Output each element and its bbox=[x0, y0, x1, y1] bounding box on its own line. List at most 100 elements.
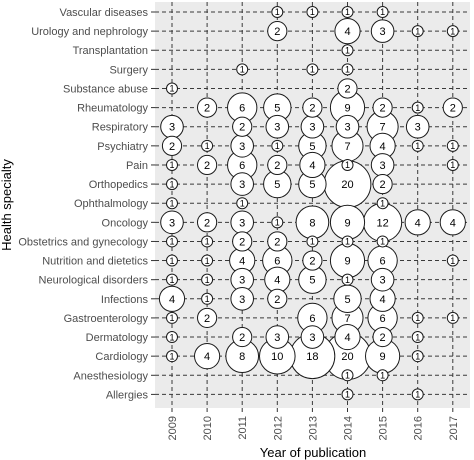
bubble bbox=[197, 97, 218, 118]
bubble bbox=[236, 63, 249, 76]
bubble-label: 2 bbox=[204, 103, 210, 115]
bubble-label: 2 bbox=[380, 103, 386, 115]
y-tick-label: Nutrition and dietetics bbox=[42, 256, 148, 268]
bubble bbox=[166, 178, 178, 191]
bubble-label: 6 bbox=[309, 313, 315, 325]
bubble bbox=[265, 325, 290, 349]
bubble-label: 2 bbox=[309, 256, 315, 268]
bubble-label: 3 bbox=[169, 217, 175, 229]
bubble bbox=[341, 6, 354, 18]
bubble-label: 1 bbox=[415, 313, 420, 323]
bubble-label: 1 bbox=[169, 237, 174, 247]
bubble-label: 1 bbox=[345, 65, 350, 75]
bubble-label: 1 bbox=[169, 332, 174, 342]
bubble bbox=[341, 388, 354, 401]
bubble bbox=[411, 311, 424, 324]
bubble-label: 3 bbox=[239, 141, 245, 153]
bubble bbox=[300, 325, 325, 349]
bubble-label: 4 bbox=[415, 217, 421, 229]
bubble bbox=[335, 114, 360, 139]
y-tick-label: Respiratory bbox=[92, 122, 149, 134]
bubble-label: 5 bbox=[309, 141, 315, 153]
bubble-label: 3 bbox=[380, 160, 386, 172]
y-tick-label: Urology and nephrology bbox=[31, 26, 148, 38]
bubble-label: 1 bbox=[415, 390, 420, 400]
bubble-label: 1 bbox=[205, 237, 210, 247]
bubble-label: 1 bbox=[310, 237, 315, 247]
bubble-label: 6 bbox=[380, 313, 386, 325]
bubble bbox=[232, 231, 253, 252]
bubble-label: 4 bbox=[204, 351, 210, 363]
bubble bbox=[442, 97, 463, 118]
bubble bbox=[193, 343, 221, 370]
bubble-label: 1 bbox=[345, 7, 350, 17]
x-tick-label: 2011 bbox=[237, 416, 249, 440]
bubble-label: 2 bbox=[204, 217, 210, 229]
bubble bbox=[201, 254, 214, 267]
bubble bbox=[341, 158, 354, 171]
bubble-label: 8 bbox=[309, 217, 315, 229]
bubble bbox=[201, 235, 214, 248]
bubble-label: 1 bbox=[169, 256, 174, 266]
bubble-label: 1 bbox=[415, 351, 420, 361]
bubble-label: 1 bbox=[169, 351, 174, 361]
bubble-label: 1 bbox=[169, 198, 174, 208]
bubble bbox=[267, 154, 288, 176]
bubble-label: 1 bbox=[380, 371, 385, 381]
bubble-label: 4 bbox=[344, 26, 350, 38]
bubble bbox=[439, 209, 466, 236]
x-tick-label: 2010 bbox=[202, 416, 214, 440]
y-tick-label: Surgery bbox=[109, 64, 148, 76]
bubble-label: 2 bbox=[274, 236, 280, 248]
x-tick-label: 2015 bbox=[378, 416, 390, 440]
y-tick-label: Pain bbox=[126, 160, 148, 172]
bubble-label: 1 bbox=[345, 371, 350, 381]
bubble-label: 9 bbox=[344, 256, 350, 268]
bubble-label: 6 bbox=[380, 256, 386, 268]
bubble bbox=[376, 197, 389, 210]
x-axis-title: Year of publication bbox=[260, 445, 367, 460]
y-tick-label: Obstetrics and gynecology bbox=[18, 236, 148, 248]
bubble-label: 1 bbox=[345, 237, 350, 247]
bubble bbox=[267, 231, 288, 252]
bubble bbox=[271, 6, 284, 18]
bubble-label: 1 bbox=[450, 313, 455, 323]
bubble bbox=[306, 63, 319, 76]
bubble-label: 5 bbox=[274, 103, 280, 115]
bubble-label: 6 bbox=[274, 256, 280, 268]
bubble bbox=[267, 288, 288, 309]
bubble-label: 1 bbox=[169, 160, 174, 170]
x-tick-label: 2012 bbox=[272, 416, 284, 440]
bubble-label: 1 bbox=[169, 313, 174, 323]
bubble-label: 5 bbox=[274, 179, 280, 191]
bubble-label: 18 bbox=[306, 351, 318, 363]
bubble-label: 1 bbox=[205, 141, 210, 151]
bubble-label: 4 bbox=[380, 141, 386, 153]
bubble-label: 1 bbox=[240, 65, 245, 75]
bubble bbox=[446, 25, 459, 38]
bubble-label: 3 bbox=[274, 122, 280, 134]
bubble-label: 12 bbox=[376, 217, 388, 229]
bubble-label: 1 bbox=[415, 26, 420, 36]
bubble bbox=[341, 369, 354, 382]
bubble bbox=[158, 285, 186, 312]
bubble-label: 7 bbox=[344, 141, 350, 153]
bubble-label: 2 bbox=[169, 141, 175, 153]
bubble bbox=[404, 209, 431, 236]
bubble-label: 3 bbox=[380, 26, 386, 38]
bubble-label: 3 bbox=[239, 275, 245, 287]
bubble bbox=[411, 331, 424, 344]
bubble bbox=[411, 25, 424, 38]
bubble bbox=[411, 101, 424, 114]
y-tick-label: Orthopedics bbox=[89, 179, 149, 191]
bubble-label: 1 bbox=[345, 275, 350, 285]
bubble-label: 3 bbox=[344, 122, 350, 134]
bubble bbox=[370, 267, 395, 292]
bubble bbox=[411, 388, 424, 401]
bubble bbox=[411, 139, 424, 152]
bubble-label: 1 bbox=[275, 141, 280, 151]
bubble bbox=[230, 287, 254, 311]
bubble bbox=[376, 6, 389, 18]
bubble-label: 1 bbox=[310, 7, 315, 17]
bubble-label: 1 bbox=[380, 198, 385, 208]
